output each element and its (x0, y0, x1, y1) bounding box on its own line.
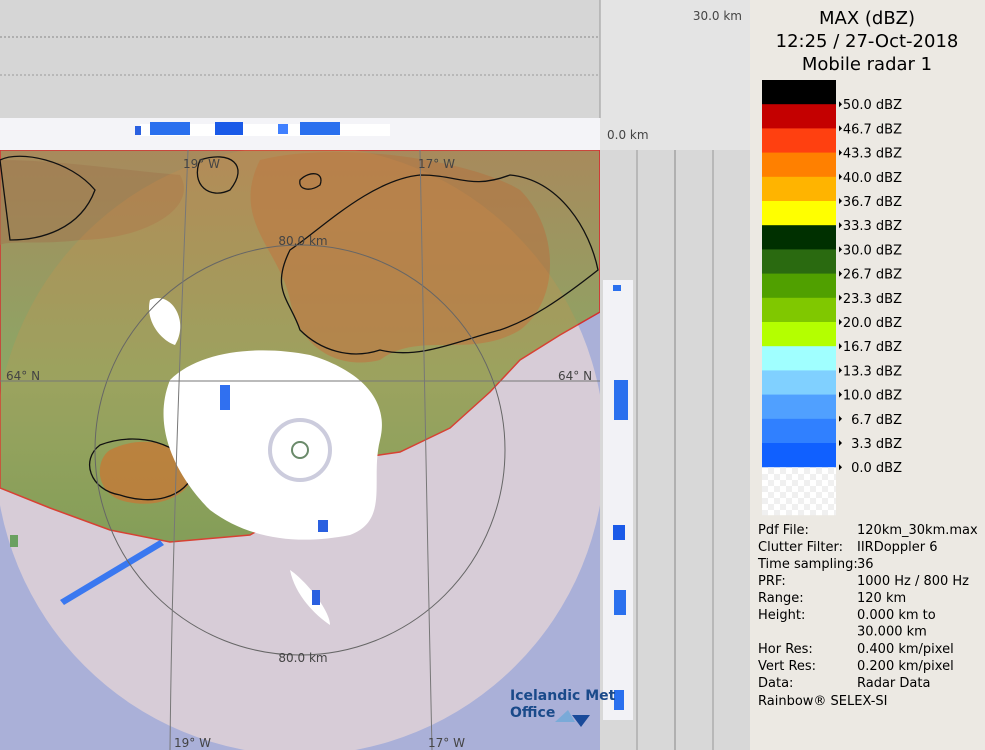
legend-swatch (762, 370, 836, 396)
legend-tick (839, 101, 842, 108)
logo: Icelandic Met Office (510, 688, 616, 727)
legend-label: 40.0 dBZ (843, 171, 902, 186)
info-value: Radar Data (857, 676, 930, 691)
legend-tick (839, 440, 842, 446)
legend-swatch (762, 273, 836, 299)
legend-label: 0.0 dBZ (851, 461, 902, 476)
info-label: Pdf File: (758, 523, 809, 538)
panel-radar: Mobile radar 1 (802, 54, 932, 75)
info-label: Data: (758, 676, 793, 691)
logo-text: Office (510, 705, 555, 721)
legend-swatch (762, 104, 836, 129)
ring-label: 80.0 km (278, 234, 327, 248)
legend-label: 13.3 dBZ (843, 364, 902, 379)
legend-swatch (762, 152, 836, 178)
legend-tick (839, 343, 842, 350)
legend-label: 6.7 dBZ (851, 413, 902, 428)
scale-label: 30.0 km (693, 9, 742, 23)
legend-label: 50.0 dBZ (843, 98, 902, 113)
info-value: 0.400 km/pixel (857, 642, 954, 657)
legend-swatch (762, 225, 836, 250)
footer: Rainbow® SELEX-SI (758, 694, 888, 709)
legend-label: 36.7 dBZ (843, 195, 902, 210)
info-label: Hor Res: (758, 642, 813, 657)
legend-tick (839, 222, 842, 229)
legend-tick (839, 319, 842, 325)
top-section (0, 0, 750, 150)
map (0, 150, 600, 750)
lon-label: 19° W (183, 157, 220, 171)
panel-time: 12:25 / 27-Oct-2018 (776, 31, 959, 52)
lon-label: 19° W (174, 736, 211, 750)
legend-tick (839, 464, 842, 471)
info-label: Clutter Filter: (758, 540, 843, 555)
legend-swatch (762, 394, 836, 420)
legend-swatch (762, 297, 836, 323)
legend-label: 10.0 dBZ (843, 389, 902, 404)
legend-tick (839, 270, 842, 277)
legend-swatch (762, 176, 836, 202)
legend-swatch (762, 80, 836, 105)
legend-label: 20.0 dBZ (843, 316, 902, 331)
legend-label: 30.0 dBZ (843, 243, 902, 258)
legend-tick (839, 125, 842, 132)
info-label: Range: (758, 591, 804, 606)
lon-label: 17° W (428, 736, 465, 750)
legend: 50.0 dBZ 46.7 dBZ 43.3 dBZ 40.0 dBZ 36.7 dBZ… (762, 80, 902, 516)
lat-label: 64° N (558, 369, 592, 383)
legend-label: 43.3 dBZ (843, 147, 902, 162)
legend-swatch (762, 201, 836, 226)
info-label: Vert Res: (758, 659, 816, 674)
legend-label: 46.7 dBZ (843, 122, 902, 137)
info-value: 1000 Hz / 800 Hz (857, 574, 969, 589)
legend-swatch (762, 249, 836, 275)
info-value: 30.000 km (857, 625, 927, 640)
legend-nodata (762, 467, 836, 516)
lon-label: 17° W (418, 157, 455, 171)
scale-label: 0.0 km (607, 128, 649, 142)
info-value: 0.000 km to (857, 608, 936, 623)
legend-label: 16.7 dBZ (843, 340, 902, 355)
legend-tick (839, 391, 842, 398)
legend-swatch (762, 322, 836, 347)
info-label: PRF: (758, 574, 786, 589)
info-table: Pdf File: 120km_30km.max Clutter Filter: II… (757, 523, 978, 691)
panel-title: MAX (dBZ) (819, 8, 915, 29)
info-value: 120 km (857, 591, 906, 606)
ring-label: 80.0 km (278, 651, 327, 665)
info-label: Time sampling: (757, 557, 858, 572)
legend-swatch (762, 128, 836, 154)
legend-tick (839, 198, 842, 204)
legend-swatch (762, 418, 836, 444)
legend-tick (839, 294, 842, 301)
lat-label: 64° N (6, 369, 40, 383)
right-section (600, 150, 750, 750)
legend-tick (839, 149, 842, 156)
legend-tick (839, 173, 842, 180)
legend-label: 3.3 dBZ (851, 437, 902, 452)
legend-tick (839, 367, 842, 374)
legend-swatch (762, 443, 836, 468)
info-value: 120km_30km.max (857, 523, 978, 538)
legend-label: 26.7 dBZ (843, 268, 902, 283)
info-value: IIRDoppler 6 (857, 540, 938, 555)
info-value: 0.200 km/pixel (857, 659, 954, 674)
legend-label: 33.3 dBZ (843, 219, 902, 234)
info-label: Height: (758, 608, 805, 623)
legend-swatch (762, 346, 836, 371)
logo-text: Icelandic Met (510, 688, 616, 704)
legend-label: 23.3 dBZ (843, 292, 902, 307)
legend-tick (839, 246, 842, 253)
info-value: 36 (857, 557, 874, 572)
legend-tick (839, 415, 842, 422)
